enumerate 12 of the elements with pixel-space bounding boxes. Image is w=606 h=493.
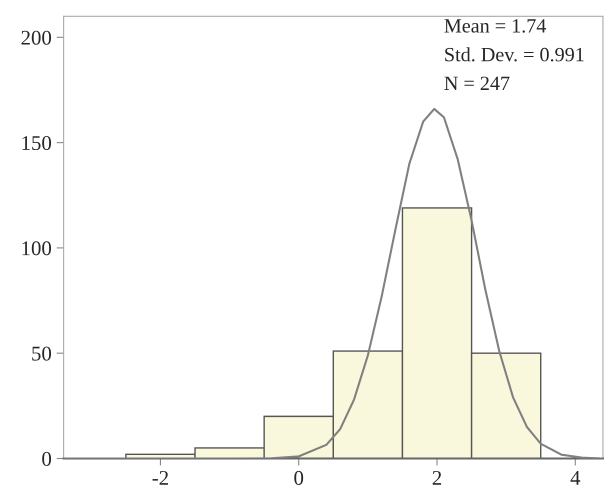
y-tick-label: 150 <box>22 136 52 150</box>
y-tick-label: 100 <box>22 241 52 256</box>
x-tick-label: 0 <box>294 470 304 485</box>
x-tick-label: 4 <box>570 471 580 485</box>
annotation: N = 247 <box>444 76 510 90</box>
annotation: Std. Dev. = 0.991 <box>445 47 584 62</box>
y-tick-label: 50 <box>32 346 52 361</box>
x-tick-label: 2 <box>432 470 442 485</box>
x-tick-label: -2 <box>152 470 168 485</box>
y-tick-label: 200 <box>21 30 52 45</box>
annotation: Mean = 1.74 <box>444 19 546 33</box>
y-tick-label: 0 <box>42 452 52 466</box>
